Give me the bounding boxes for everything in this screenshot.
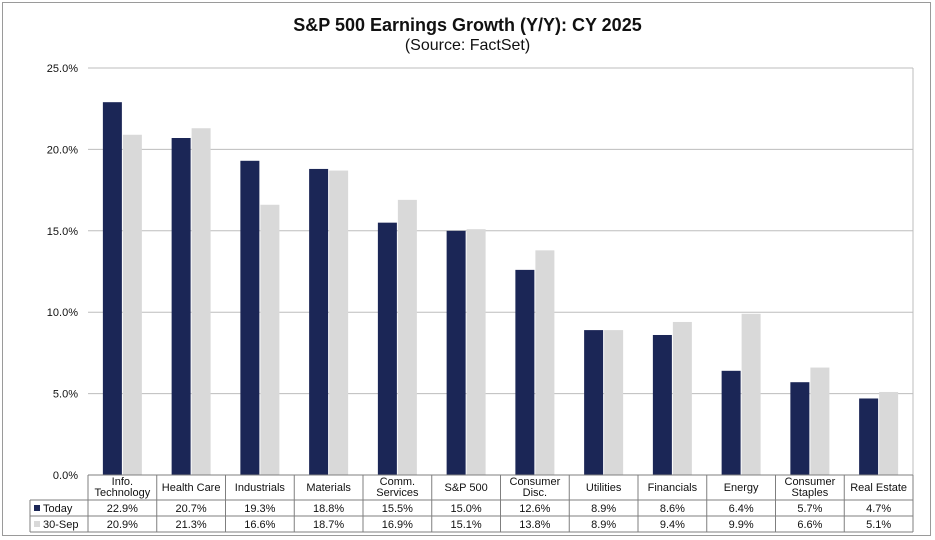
data-label-today: 8.9% [591, 503, 616, 515]
category-label: Info. [112, 476, 133, 488]
y-tick-label: 0.0% [53, 470, 78, 482]
bar-30-sep [260, 204, 280, 475]
category-label: S&P 500 [445, 482, 488, 494]
category-label: Comm. [380, 476, 415, 488]
y-tick-label: 20.0% [47, 144, 78, 156]
bar-today [171, 138, 191, 475]
bar-30-sep [122, 134, 142, 476]
data-label-today: 12.6% [519, 503, 550, 515]
bar-today [377, 222, 397, 475]
bar-30-sep [810, 367, 830, 475]
bar-today [240, 160, 260, 475]
data-label-today: 22.9% [107, 503, 138, 515]
data-label-today: 18.8% [313, 503, 344, 515]
data-label-30-sep: 5.1% [866, 519, 891, 531]
data-label-today: 15.0% [451, 503, 482, 515]
bar-30-sep [604, 330, 624, 475]
category-label: Technology [95, 487, 151, 499]
data-label-30-sep: 9.4% [660, 519, 685, 531]
legend-label-30-sep: 30-Sep [43, 519, 78, 531]
data-label-today: 4.7% [866, 503, 891, 515]
bar-today [309, 168, 329, 475]
category-label: Consumer [785, 476, 836, 488]
y-tick-label: 25.0% [47, 63, 78, 75]
y-tick-label: 10.0% [47, 307, 78, 319]
bar-today [446, 230, 466, 475]
category-label: Utilities [586, 482, 622, 494]
data-label-30-sep: 20.9% [107, 519, 138, 531]
data-label-today: 15.5% [382, 503, 413, 515]
bar-30-sep [672, 321, 692, 475]
category-label: Financials [648, 482, 698, 494]
data-label-30-sep: 6.6% [797, 519, 822, 531]
data-label-today: 8.6% [660, 503, 685, 515]
category-label: Consumer [510, 476, 561, 488]
bar-30-sep [741, 313, 761, 475]
category-label: Industrials [235, 482, 286, 494]
bar-today [102, 102, 122, 476]
bar-today [790, 382, 810, 475]
y-tick-label: 15.0% [47, 226, 78, 238]
bar-today [584, 330, 604, 475]
category-label: Materials [306, 482, 351, 494]
chart-title: S&P 500 Earnings Growth (Y/Y): CY 2025 [293, 15, 642, 35]
category-label: Health Care [162, 482, 221, 494]
data-label-30-sep: 15.1% [451, 519, 482, 531]
bar-30-sep [397, 199, 417, 476]
data-label-today: 5.7% [797, 503, 822, 515]
category-label: Real Estate [850, 482, 907, 494]
data-label-today: 19.3% [244, 503, 275, 515]
bar-30-sep [879, 391, 899, 475]
data-label-today: 20.7% [176, 503, 207, 515]
chart-subtitle: (Source: FactSet) [404, 37, 531, 54]
y-tick-label: 5.0% [53, 389, 78, 401]
data-label-30-sep: 16.9% [382, 519, 413, 531]
legend-swatch-today [34, 505, 40, 511]
bar-today [652, 334, 672, 475]
data-label-30-sep: 21.3% [176, 519, 207, 531]
data-label-30-sep: 16.6% [244, 519, 275, 531]
data-label-30-sep: 18.7% [313, 519, 344, 531]
bar-today [721, 370, 741, 475]
category-label: Services [376, 487, 419, 499]
data-label-30-sep: 13.8% [519, 519, 550, 531]
data-label-30-sep: 9.9% [729, 519, 754, 531]
bar-today [859, 398, 879, 475]
data-label-today: 6.4% [729, 503, 754, 515]
bar-30-sep [535, 250, 555, 475]
data-label-30-sep: 8.9% [591, 519, 616, 531]
legend-label-today: Today [43, 503, 73, 515]
bar-today [515, 269, 535, 475]
legend-swatch-30-sep [34, 521, 40, 527]
category-label: Staples [792, 487, 829, 499]
bar-30-sep [329, 170, 349, 475]
bar-30-sep [191, 128, 211, 475]
category-label: Disc. [523, 487, 547, 499]
category-label: Energy [724, 482, 759, 494]
bar-30-sep [466, 229, 486, 475]
